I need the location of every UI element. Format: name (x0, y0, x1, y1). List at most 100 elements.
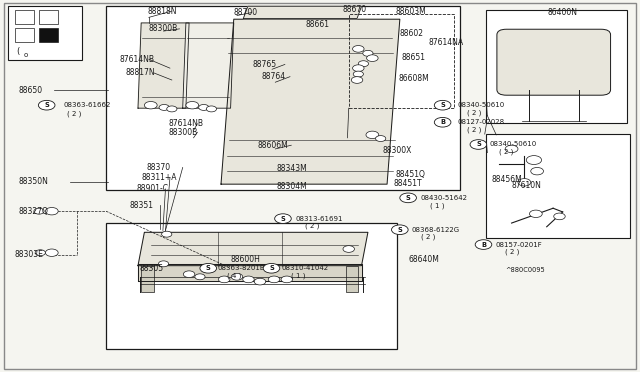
Text: 08313-61691: 08313-61691 (296, 216, 343, 222)
Text: 88300B: 88300B (149, 24, 178, 33)
Text: B: B (440, 119, 445, 125)
Text: 88661: 88661 (306, 20, 330, 29)
Circle shape (159, 261, 169, 267)
Polygon shape (138, 23, 189, 108)
Circle shape (195, 274, 205, 280)
Text: 88765: 88765 (253, 60, 277, 69)
Circle shape (353, 45, 364, 52)
Circle shape (367, 55, 378, 61)
Bar (15, 28, 34, 42)
Text: ( 2 ): ( 2 ) (467, 126, 481, 133)
Circle shape (554, 213, 565, 220)
Polygon shape (138, 232, 368, 266)
Text: 88451T: 88451T (394, 179, 422, 187)
Text: 87614NA: 87614NA (429, 38, 464, 47)
Text: 86400N: 86400N (547, 8, 577, 17)
Circle shape (218, 276, 230, 283)
Text: ( 2 ): ( 2 ) (421, 234, 435, 240)
Text: 87614NB: 87614NB (120, 55, 154, 64)
Polygon shape (182, 23, 234, 108)
Circle shape (35, 250, 45, 256)
Circle shape (243, 276, 254, 283)
Bar (141, 266, 154, 292)
Text: 88817N: 88817N (125, 68, 155, 77)
Text: 88343M: 88343M (276, 164, 307, 173)
Text: 88305: 88305 (140, 264, 164, 273)
Text: ^880C0095: ^880C0095 (505, 267, 545, 273)
Text: 88311+A: 88311+A (141, 173, 177, 182)
Text: ( 2 ): ( 2 ) (67, 110, 81, 116)
Bar (486, 134, 630, 238)
Circle shape (275, 214, 291, 224)
Circle shape (475, 240, 492, 249)
Circle shape (45, 208, 58, 215)
Circle shape (363, 50, 373, 56)
Text: ( 2 ): ( 2 ) (505, 249, 520, 255)
Text: 88303E: 88303E (15, 250, 44, 259)
Circle shape (167, 106, 177, 112)
Circle shape (45, 249, 58, 256)
Text: 87610N: 87610N (511, 181, 541, 190)
Circle shape (34, 208, 44, 214)
Text: S: S (280, 216, 285, 222)
Circle shape (186, 102, 198, 109)
Circle shape (505, 145, 518, 153)
Text: 08363-61662: 08363-61662 (63, 102, 111, 108)
Text: 88304M: 88304M (276, 182, 307, 191)
Text: 88350N: 88350N (19, 177, 49, 186)
Circle shape (358, 61, 369, 67)
Text: 88456M: 88456M (491, 175, 522, 184)
Bar (106, 6, 461, 190)
Text: 08340-50610: 08340-50610 (458, 102, 504, 108)
Circle shape (159, 105, 170, 110)
Text: 88700: 88700 (234, 8, 258, 17)
Bar (349, 14, 454, 108)
Text: 88603M: 88603M (396, 7, 426, 16)
Bar (106, 223, 397, 349)
Circle shape (353, 65, 364, 71)
Text: 88606M: 88606M (257, 141, 288, 150)
Text: 88670: 88670 (342, 6, 367, 15)
Circle shape (183, 271, 195, 278)
Text: 88351: 88351 (130, 201, 154, 210)
Text: ( 4 ): ( 4 ) (227, 272, 242, 279)
Text: 68640M: 68640M (408, 255, 439, 264)
Circle shape (254, 278, 266, 285)
Text: 88600H: 88600H (230, 255, 260, 264)
Circle shape (281, 276, 292, 283)
Circle shape (526, 155, 541, 164)
Text: ( 1 ): ( 1 ) (430, 202, 444, 209)
Circle shape (200, 263, 216, 273)
Text: B: B (481, 241, 486, 247)
Text: 08127-02028: 08127-02028 (458, 119, 504, 125)
Text: 08363-8201B: 08363-8201B (218, 265, 266, 271)
Text: 88764: 88764 (261, 72, 285, 81)
Circle shape (435, 118, 451, 127)
Bar (15, 10, 34, 24)
Circle shape (145, 102, 157, 109)
Circle shape (518, 179, 531, 186)
Circle shape (470, 140, 486, 149)
Text: o: o (24, 52, 28, 58)
Text: 88818N: 88818N (148, 7, 177, 16)
Text: 88650: 88650 (19, 86, 43, 95)
Circle shape (435, 100, 451, 110)
Bar (346, 266, 358, 292)
Circle shape (162, 231, 172, 237)
Text: 88451Q: 88451Q (396, 170, 425, 179)
Text: ( 1 ): ( 1 ) (291, 272, 306, 279)
Text: S: S (44, 102, 49, 108)
Circle shape (231, 273, 243, 280)
Text: S: S (269, 265, 274, 271)
Text: 88370: 88370 (147, 163, 170, 172)
Text: 88300X: 88300X (383, 146, 412, 155)
Circle shape (263, 263, 280, 273)
Text: S: S (476, 141, 481, 147)
Circle shape (529, 210, 542, 218)
Bar (39, 28, 58, 42)
Text: S: S (206, 265, 211, 271)
Circle shape (38, 100, 55, 110)
Polygon shape (243, 6, 362, 19)
Text: 88651: 88651 (402, 52, 426, 61)
Text: 08157-0201F: 08157-0201F (495, 241, 542, 247)
